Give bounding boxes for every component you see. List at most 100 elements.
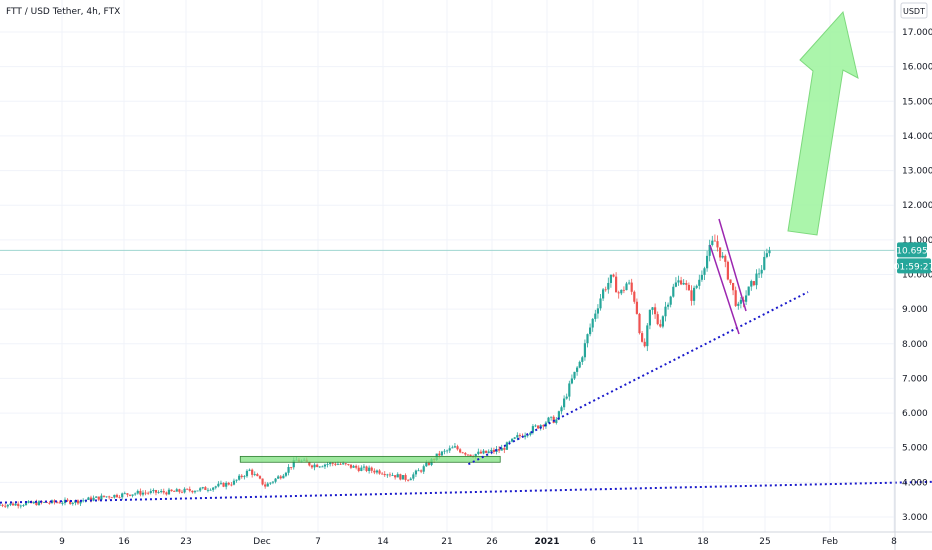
candle-body <box>604 289 607 291</box>
candle-body <box>56 502 59 504</box>
candle-body <box>100 495 103 500</box>
candle-body <box>412 474 415 479</box>
candle-body <box>186 488 189 490</box>
candle-body <box>22 505 25 506</box>
candle-body <box>573 371 576 379</box>
candle-body <box>640 333 644 342</box>
candle-body <box>204 487 207 490</box>
currency-button[interactable]: USDT <box>900 2 928 19</box>
candle-body <box>355 465 358 468</box>
candle-body <box>747 286 750 296</box>
x-tick-label: 25 <box>759 537 770 547</box>
candle-body <box>744 295 748 302</box>
candle-body <box>123 493 126 495</box>
candle-body <box>731 282 735 291</box>
candle-body <box>344 463 347 465</box>
y-tick-label: 5.000 <box>902 444 928 454</box>
candle-body <box>313 464 316 468</box>
candle-body <box>232 480 236 485</box>
candle-body <box>378 470 381 474</box>
candle-body <box>188 488 191 491</box>
candle-body <box>524 435 527 438</box>
candle-body <box>534 425 537 427</box>
candle-body <box>583 343 587 358</box>
candle-body <box>713 240 716 242</box>
candle-body <box>739 299 742 304</box>
candle-body <box>261 478 264 485</box>
candle-body <box>661 316 664 327</box>
candle-body <box>290 466 293 468</box>
long-trendline <box>0 480 932 504</box>
candle-body <box>726 261 729 280</box>
candle-body <box>212 487 215 490</box>
candle-body <box>141 492 145 495</box>
candle-body <box>331 462 334 464</box>
candle-body <box>149 491 152 493</box>
candle-body <box>422 466 425 472</box>
candle-body <box>230 484 233 486</box>
candle-body <box>599 298 602 309</box>
candle-body <box>370 467 373 471</box>
last-price-label: 10.695 <box>896 246 928 256</box>
candle-body <box>173 491 176 492</box>
candle-body <box>347 464 350 465</box>
candle-body <box>238 475 241 480</box>
candle-body <box>108 496 111 498</box>
candle-body <box>144 492 147 494</box>
y-tick-label: 16.000 <box>902 63 932 73</box>
y-tick-label: 12.000 <box>902 201 932 211</box>
candle-body <box>388 474 392 476</box>
candle-body <box>594 313 597 319</box>
candle-body <box>196 490 199 492</box>
candle-body <box>193 491 197 493</box>
currency-label: USDT <box>903 7 925 16</box>
candle-body <box>700 274 703 280</box>
candle-body <box>485 450 488 453</box>
x-tick-label: 21 <box>441 537 452 547</box>
candle-body <box>721 255 724 258</box>
candle-body <box>711 240 714 245</box>
x-tick-label: Feb <box>822 537 838 547</box>
candle-body <box>443 450 446 452</box>
last-price-tag <box>897 242 927 258</box>
y-tick-label: 9.000 <box>902 305 928 315</box>
y-tick-label: 15.000 <box>902 97 932 107</box>
candle-body <box>154 490 158 493</box>
candle-body <box>11 503 15 506</box>
candle-body <box>440 451 444 456</box>
candle-body <box>477 451 480 454</box>
candle-body <box>14 503 17 506</box>
candle-body <box>729 279 732 283</box>
candle-body <box>6 504 9 507</box>
candle-body <box>563 398 566 408</box>
candle-body <box>690 290 693 301</box>
candle-body <box>266 483 269 487</box>
candle-body <box>271 481 275 483</box>
candle-body <box>679 280 683 285</box>
candle-body <box>24 502 28 506</box>
candle-body <box>576 367 579 372</box>
countdown-tag <box>897 258 931 274</box>
candle-body <box>170 489 173 492</box>
candle-body <box>131 494 134 496</box>
candle-body <box>752 281 755 286</box>
candle-body <box>589 327 592 335</box>
candle-body <box>547 417 550 423</box>
candle-body <box>365 466 368 471</box>
candle-body <box>279 476 282 479</box>
candle-body <box>698 279 701 286</box>
candle-body <box>248 469 251 471</box>
candle-body <box>82 500 85 502</box>
candle-body <box>396 474 399 478</box>
candle-body <box>391 475 394 477</box>
candle-body <box>264 484 267 487</box>
candle-body <box>160 491 163 493</box>
y-tick-label: 10.000 <box>902 271 932 281</box>
candle-body <box>420 470 423 472</box>
candle-body <box>360 467 363 471</box>
candle-body <box>134 493 137 495</box>
candle-body <box>648 309 651 326</box>
candle-body <box>718 247 722 258</box>
candle-body <box>201 487 204 489</box>
